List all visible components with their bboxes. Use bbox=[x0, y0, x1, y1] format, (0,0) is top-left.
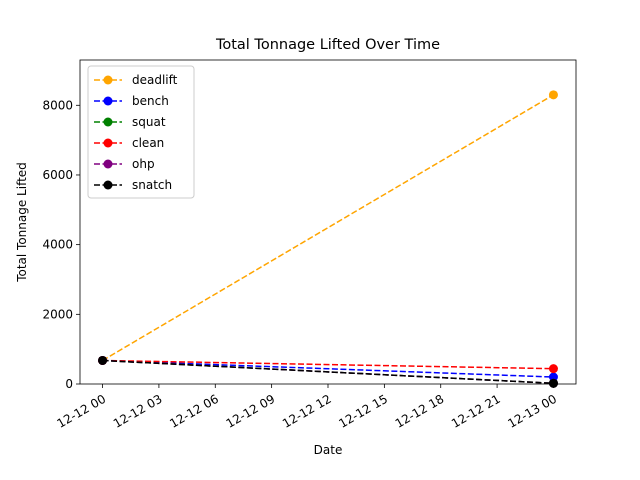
x-axis-title: Date bbox=[314, 443, 343, 457]
data-point-snatch-1 bbox=[548, 378, 558, 388]
y-tick-label: 8000 bbox=[42, 98, 73, 112]
data-point-snatch-0 bbox=[98, 355, 108, 365]
legend-box bbox=[87, 65, 195, 199]
y-tick-label: 0 bbox=[65, 377, 73, 391]
data-point-clean-1 bbox=[548, 364, 558, 374]
legend-swatch-marker-bench bbox=[103, 96, 113, 106]
legend-label-ohp: ohp bbox=[132, 157, 155, 171]
data-point-bench-1 bbox=[548, 372, 558, 382]
data-point-deadlift-1 bbox=[548, 90, 558, 100]
legend-swatch-marker-ohp bbox=[103, 159, 113, 169]
legend-label-squat: squat bbox=[132, 115, 166, 129]
legend-label-snatch: snatch bbox=[132, 178, 172, 192]
legend: deadlift bench squat clean ohp snatch bbox=[87, 65, 195, 199]
chart-title: Total Tonnage Lifted Over Time bbox=[215, 37, 440, 53]
legend-label-deadlift: deadlift bbox=[132, 73, 178, 87]
legend-label-clean: clean bbox=[132, 136, 164, 150]
y-tick-label: 2000 bbox=[42, 307, 73, 321]
series-line-clean bbox=[102, 359, 554, 370]
legend-swatch-marker-deadlift bbox=[103, 75, 113, 85]
series-line-bench bbox=[102, 359, 554, 378]
y-tick-label: 6000 bbox=[42, 168, 73, 182]
y-tick-label: 4000 bbox=[42, 238, 73, 252]
legend-swatch-marker-clean bbox=[103, 138, 113, 148]
legend-swatch-marker-snatch bbox=[103, 180, 113, 190]
series-line-snatch bbox=[102, 359, 554, 385]
series-layer bbox=[98, 90, 558, 388]
legend-swatch-marker-squat bbox=[103, 117, 113, 127]
legend-label-bench: bench bbox=[132, 94, 169, 108]
series-line-deadlift bbox=[102, 94, 554, 362]
y-axis-title: Total Tonnage Lifted bbox=[15, 162, 29, 283]
